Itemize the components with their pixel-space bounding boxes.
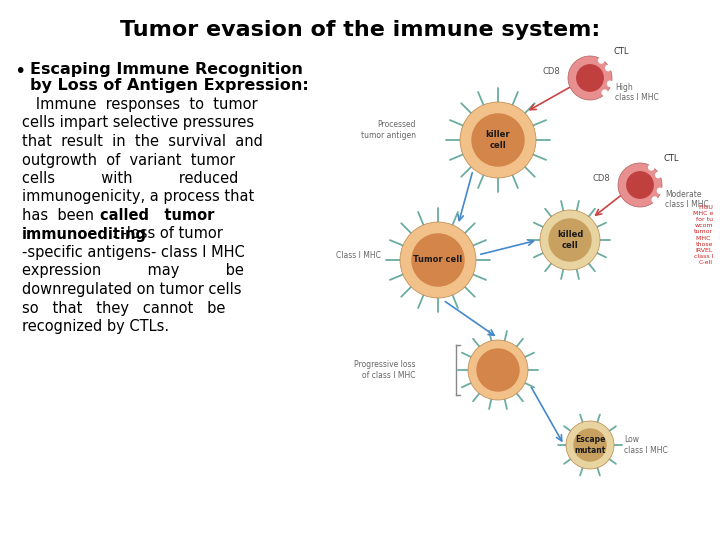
- Text: cells impart selective pressures: cells impart selective pressures: [22, 116, 254, 131]
- Circle shape: [412, 234, 464, 286]
- Text: outgrowth  of  variant  tumor: outgrowth of variant tumor: [22, 152, 235, 167]
- Text: -specific antigens- class I MHC: -specific antigens- class I MHC: [22, 245, 245, 260]
- Text: Immune  responses  to  tumor: Immune responses to tumor: [22, 97, 258, 112]
- Text: killer
cell: killer cell: [486, 130, 510, 150]
- Text: immunoediting: immunoediting: [22, 226, 147, 241]
- Text: Tumor cell: Tumor cell: [413, 255, 463, 265]
- Circle shape: [540, 210, 600, 270]
- Text: by Loss of Antigen Expression:: by Loss of Antigen Expression:: [30, 78, 309, 93]
- Text: has  been: has been: [22, 208, 99, 223]
- Circle shape: [656, 172, 661, 178]
- Circle shape: [574, 429, 606, 461]
- Circle shape: [400, 222, 476, 298]
- Circle shape: [602, 90, 608, 96]
- Text: recognized by CTLs.: recognized by CTLs.: [22, 319, 169, 334]
- Text: Processed
tumor antigen: Processed tumor antigen: [361, 120, 416, 140]
- Text: •: •: [14, 62, 25, 81]
- Circle shape: [657, 188, 662, 193]
- Circle shape: [568, 56, 612, 100]
- Text: immunogenicity, a process that: immunogenicity, a process that: [22, 190, 254, 205]
- Text: Class I MHC: Class I MHC: [336, 251, 381, 260]
- Text: expression          may          be: expression may be: [22, 264, 244, 279]
- Text: killed
cell: killed cell: [557, 230, 583, 250]
- Text: Low
class I MHC: Low class I MHC: [624, 435, 667, 455]
- Circle shape: [460, 102, 536, 178]
- Circle shape: [477, 349, 519, 391]
- Circle shape: [598, 58, 604, 63]
- Text: called   tumor: called tumor: [100, 208, 215, 223]
- Text: Moderate
class I MHC: Moderate class I MHC: [665, 190, 708, 210]
- Circle shape: [472, 114, 524, 166]
- Text: so   that   they   cannot   be: so that they cannot be: [22, 300, 225, 315]
- Circle shape: [577, 65, 603, 91]
- Circle shape: [549, 219, 591, 261]
- Text: Tumor evasion of the immune system:: Tumor evasion of the immune system:: [120, 20, 600, 40]
- Text: CD8: CD8: [542, 67, 560, 76]
- Text: Escape
mutant: Escape mutant: [575, 435, 606, 455]
- Circle shape: [468, 340, 528, 400]
- Text: cells          with          reduced: cells with reduced: [22, 171, 238, 186]
- Text: High
class I MHC: High class I MHC: [615, 83, 659, 103]
- Text: that  result  in  the  survival  and: that result in the survival and: [22, 134, 263, 149]
- Text: downregulated on tumor cells: downregulated on tumor cells: [22, 282, 241, 297]
- Text: Progressive loss
of class I MHC: Progressive loss of class I MHC: [354, 360, 416, 380]
- Text: CD8: CD8: [593, 174, 610, 183]
- Circle shape: [566, 421, 614, 469]
- Text: . -loss of tumor: . -loss of tumor: [112, 226, 223, 241]
- Text: FIGU
MHC e
for tu
wcom
tumor
MHC 
those
IRVEL
class I
C-ell: FIGU MHC e for tu wcom tumor MHC those I…: [693, 205, 713, 265]
- Circle shape: [652, 197, 657, 202]
- Text: CTL: CTL: [614, 47, 629, 56]
- Circle shape: [606, 65, 611, 71]
- Text: Escaping Immune Recognition: Escaping Immune Recognition: [30, 62, 303, 77]
- Circle shape: [627, 172, 653, 198]
- Circle shape: [649, 165, 654, 170]
- Text: CTL: CTL: [664, 154, 680, 163]
- Circle shape: [618, 163, 662, 207]
- Circle shape: [608, 81, 613, 86]
